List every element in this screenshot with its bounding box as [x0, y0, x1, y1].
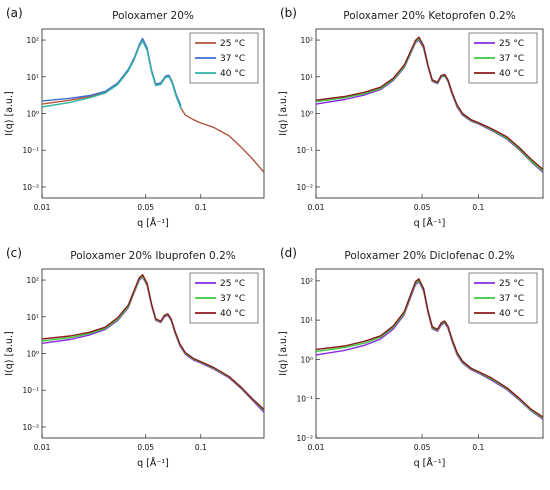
panel-2: (b) Poloxamer 20% Ketoprofen 0.2% 0.01 0.05… [278, 6, 544, 229]
y-tick-label: 10¹ [26, 73, 39, 82]
legend-entry: 25 °C [499, 39, 524, 49]
x-tick-label: 0.01 [34, 443, 51, 452]
x-tick-label: 0.01 [308, 203, 325, 212]
legend: 25 °C 37 °C 40 °C [468, 32, 538, 84]
y-tick-label: 10⁻² [296, 434, 313, 443]
panel-1: (a) Poloxamer 20% 0.01 0.05 0.1 10⁻² 10⁻¹ 10⁰ 10… [4, 6, 265, 229]
y-tick-label: 10⁻² [296, 183, 313, 192]
legend-entry: 25 °C [499, 279, 524, 289]
legend: 25 °C 37 °C 40 °C [189, 32, 259, 84]
y-tick-label: 10² [26, 36, 39, 45]
y-tick-label: 10¹ [26, 313, 39, 322]
panel-label: (d) [280, 246, 297, 260]
panel-title: Poloxamer 20% Ketoprofen 0.2% [343, 10, 515, 22]
y-tick-label: 10⁰ [300, 355, 313, 364]
x-axis-label: q [Å⁻¹] [414, 457, 446, 469]
y-tick-label: 10⁻¹ [296, 395, 313, 404]
series-line-3 [42, 274, 264, 410]
legend-entry: 37 °C [220, 294, 245, 304]
x-tick-label: 0.1 [195, 443, 207, 452]
panel-title: Poloxamer 20% Diclofenac 0.2% [344, 250, 514, 262]
panel-label: (c) [6, 246, 22, 260]
x-tick-label: 0.01 [34, 203, 51, 212]
x-tick-label: 0.1 [195, 203, 207, 212]
legend-entry: 25 °C [220, 39, 245, 49]
y-tick-label: 10⁻¹ [22, 386, 39, 395]
series-line-3 [42, 40, 182, 109]
legend: 25 °C 37 °C 40 °C [189, 272, 259, 324]
series-line-2 [42, 37, 182, 107]
x-tick-label: 0.05 [414, 203, 431, 212]
panel-4: (d) Poloxamer 20% Diclofenac 0.2% 0.01 0.05… [278, 246, 544, 469]
y-tick-label: 10¹ [300, 73, 313, 82]
x-axis-label: q [Å⁻¹] [137, 457, 169, 469]
y-tick-label: 10¹ [300, 316, 313, 325]
legend-entry: 37 °C [220, 54, 245, 64]
x-tick-label: 0.05 [137, 203, 154, 212]
y-tick-label: 10⁻¹ [22, 146, 39, 155]
legend-entry: 25 °C [220, 279, 245, 289]
x-axis-label: q [Å⁻¹] [137, 217, 169, 229]
y-tick-label: 10⁰ [26, 110, 39, 119]
legend-entry: 40 °C [499, 69, 524, 79]
y-axis-label: I(q) [a.u.] [4, 91, 15, 136]
y-tick-label: 10⁻² [22, 423, 39, 432]
panel-3: (c) Poloxamer 20% Ibuprofen 0.2% 0.01 0.05 0… [4, 246, 265, 469]
y-axis-label: I(q) [a.u.] [278, 331, 289, 376]
x-axis-label: q [Å⁻¹] [414, 217, 446, 229]
legend-entry: 37 °C [499, 294, 524, 304]
y-tick-label: 10⁻² [22, 183, 39, 192]
legend-entry: 40 °C [220, 69, 245, 79]
panel-label: (b) [280, 6, 297, 20]
y-axis-label: I(q) [a.u.] [278, 91, 289, 136]
y-axis-label: I(q) [a.u.] [4, 331, 15, 376]
series-line-3 [316, 36, 543, 170]
y-tick-label: 10² [300, 277, 313, 286]
legend: 25 °C 37 °C 40 °C [468, 272, 538, 324]
panel-title: Poloxamer 20% [112, 10, 194, 22]
x-tick-label: 0.05 [137, 443, 154, 452]
y-tick-label: 10⁰ [300, 110, 313, 119]
legend-entry: 37 °C [499, 54, 524, 64]
x-tick-label: 0.1 [472, 203, 484, 212]
x-tick-label: 0.1 [472, 443, 484, 452]
y-tick-label: 10² [26, 276, 39, 285]
legend-entry: 40 °C [220, 309, 245, 319]
panel-title: Poloxamer 20% Ibuprofen 0.2% [70, 250, 236, 262]
series-line-3 [316, 278, 543, 418]
panel-label: (a) [6, 6, 23, 20]
legend-entry: 40 °C [499, 309, 524, 319]
y-tick-label: 10⁻¹ [296, 146, 313, 155]
y-tick-label: 10⁰ [26, 350, 39, 359]
x-tick-label: 0.05 [414, 443, 431, 452]
y-tick-label: 10² [300, 36, 313, 45]
x-tick-label: 0.01 [308, 443, 325, 452]
